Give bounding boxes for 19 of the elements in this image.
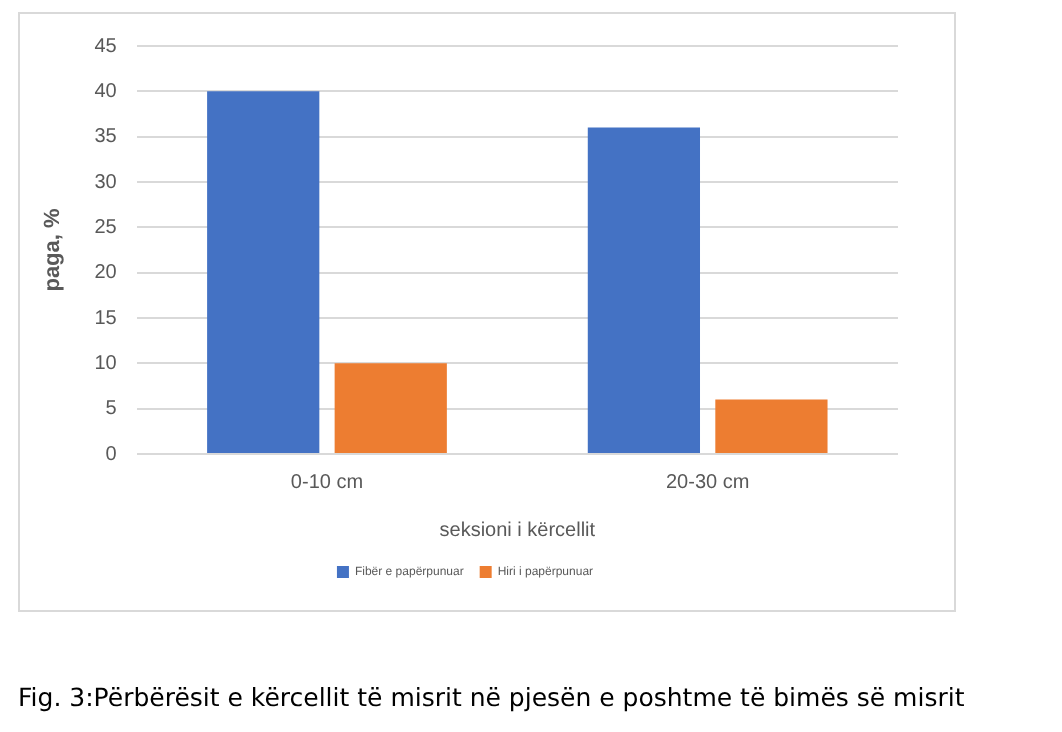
y-tick-label: 40 (94, 80, 118, 103)
x-axis-title: seksioni i kërcellit (439, 519, 596, 542)
y-tick-label: 45 (94, 35, 118, 58)
bar (715, 399, 828, 453)
bar (207, 91, 320, 453)
x-tick-label: 20-30 cm (665, 471, 750, 494)
y-axis-title: paga, % (41, 208, 66, 292)
caption: Fig. 3:Përbërësit e kërcellit të misrit në pjesën e poshtme të bimës së misrit (18, 682, 965, 712)
y-tick-label: 30 (94, 171, 118, 194)
y-tick-label: 25 (94, 216, 118, 239)
y-tick-label: 35 (94, 126, 118, 149)
bar (587, 127, 701, 453)
y-tick-label: 15 (94, 307, 118, 330)
y-tick-label: 20 (94, 262, 118, 285)
bar (334, 363, 447, 453)
x-tick-label: 0-10 cm (290, 471, 364, 494)
y-tick-label: 0 (105, 443, 118, 466)
y-tick-label: 10 (94, 352, 118, 375)
y-tick-label: 5 (105, 398, 118, 421)
